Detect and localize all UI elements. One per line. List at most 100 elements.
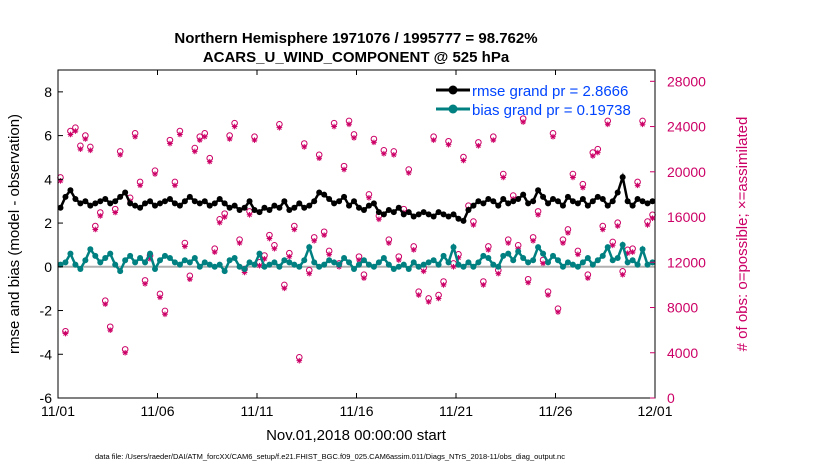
rmse-point xyxy=(465,206,472,213)
obs-assimilated-point xyxy=(132,133,138,140)
obs-assimilated-point xyxy=(525,279,531,286)
legend: rmse grand pr = 2.8666 bias grand pr = 0… xyxy=(436,83,631,119)
rmse-point xyxy=(415,211,422,218)
rmse-point xyxy=(400,211,407,218)
rmse-point xyxy=(480,200,487,207)
bias-point xyxy=(152,265,159,272)
obs-assimilated-point xyxy=(495,270,502,277)
bias-point xyxy=(331,259,338,266)
y2-axis-label: # of obs: o=possible; ×=assimilated xyxy=(734,117,751,352)
rmse-point xyxy=(639,198,646,205)
obs-assimilated-point xyxy=(231,123,238,130)
obs-assimilated-point xyxy=(301,144,308,150)
rmse-point xyxy=(107,200,114,207)
obs-assimilated-point xyxy=(445,141,452,148)
obs-assimilated-point xyxy=(57,178,64,184)
rmse-point xyxy=(346,202,353,209)
rmse-point xyxy=(390,209,397,216)
obs-assimilated-point xyxy=(590,153,596,159)
bias-point xyxy=(261,263,268,270)
rmse-point xyxy=(609,198,616,205)
rmse-point xyxy=(564,193,571,200)
bias-point xyxy=(614,255,621,262)
obs-assimilated-point xyxy=(361,275,367,281)
rmse-point xyxy=(360,206,367,213)
bias-point xyxy=(256,250,263,257)
bias-point xyxy=(370,263,377,270)
rmse-point xyxy=(122,189,129,196)
obs-assimilated-point xyxy=(639,121,646,128)
bias-point xyxy=(296,263,303,270)
bias-point xyxy=(77,265,84,272)
obs-assimilated-point xyxy=(391,152,397,158)
bias-point xyxy=(574,263,581,270)
obs-assimilated-point xyxy=(386,240,392,246)
bias-point xyxy=(475,259,482,266)
obs-assimilated-point xyxy=(286,253,293,260)
rmse-point xyxy=(495,202,502,209)
y2-tick-label: 20000 xyxy=(667,164,706,180)
obs-assimilated-point xyxy=(440,282,447,288)
y-tick-label: 0 xyxy=(44,259,52,275)
obs-assimilated-point xyxy=(460,157,467,164)
rmse-point xyxy=(246,198,253,205)
obs-assimilated-point xyxy=(67,131,74,138)
rmse-point xyxy=(485,196,492,203)
bias-point xyxy=(211,263,218,270)
rmse-point xyxy=(405,209,412,216)
bias-point xyxy=(82,257,89,264)
obs-assimilated-point xyxy=(271,245,278,252)
obs-assimilated-point xyxy=(296,357,303,364)
rmse-point xyxy=(67,187,74,194)
rmse-point xyxy=(211,200,218,207)
rmse-point xyxy=(251,206,258,213)
legend-bias-label: bias grand pr = 0.19738 xyxy=(472,102,631,119)
rmse-point xyxy=(490,198,497,205)
obs-assimilated-point xyxy=(316,155,322,162)
rmse-point xyxy=(256,209,263,216)
bias-point xyxy=(271,259,278,266)
rmse-point xyxy=(440,211,447,218)
bias-point xyxy=(510,257,517,264)
bias-point xyxy=(321,261,328,268)
obs-assimilated-point xyxy=(87,147,94,154)
bias-point xyxy=(236,263,243,270)
rmse-point xyxy=(530,198,537,205)
obs-assimilated-point xyxy=(311,237,318,244)
rmse-point xyxy=(87,202,94,209)
bias-point xyxy=(107,250,114,257)
rmse-point xyxy=(206,202,213,209)
obs-assimilated-point xyxy=(196,137,203,143)
rmse-point xyxy=(97,198,104,205)
obs-assimilated-point xyxy=(395,257,402,263)
obs-assimilated-point xyxy=(604,121,611,128)
rmse-point xyxy=(72,196,79,203)
bias-point xyxy=(62,259,69,266)
rmse-point xyxy=(201,198,208,205)
obs-assimilated-point xyxy=(157,294,163,301)
rmse-point xyxy=(594,193,601,200)
bias-point xyxy=(564,259,571,266)
rmse-point xyxy=(540,193,547,200)
bias-point xyxy=(72,261,79,268)
rmse-point xyxy=(410,213,417,220)
obs-assimilated-point xyxy=(560,240,566,246)
bias-point xyxy=(127,252,134,259)
rmse-point xyxy=(112,198,119,205)
y-tick-label: -2 xyxy=(40,303,53,319)
y-axis-label: rmse and bias (model - observation) xyxy=(6,114,23,354)
rmse-point xyxy=(321,191,328,198)
obs-assimilated-point xyxy=(102,301,109,307)
obs-assimilated-point xyxy=(415,292,422,298)
bias-point xyxy=(117,268,124,275)
obs-assimilated-point xyxy=(72,128,79,134)
obs-assimilated-point xyxy=(505,240,512,246)
bias-point xyxy=(92,252,99,259)
rmse-point xyxy=(629,202,636,209)
rmse-point xyxy=(216,196,223,203)
x-tick-label: 12/01 xyxy=(637,403,672,419)
rmse-point xyxy=(271,202,278,209)
rmse-point xyxy=(430,213,437,220)
rmse-point xyxy=(102,196,109,203)
rmse-point xyxy=(181,198,188,205)
